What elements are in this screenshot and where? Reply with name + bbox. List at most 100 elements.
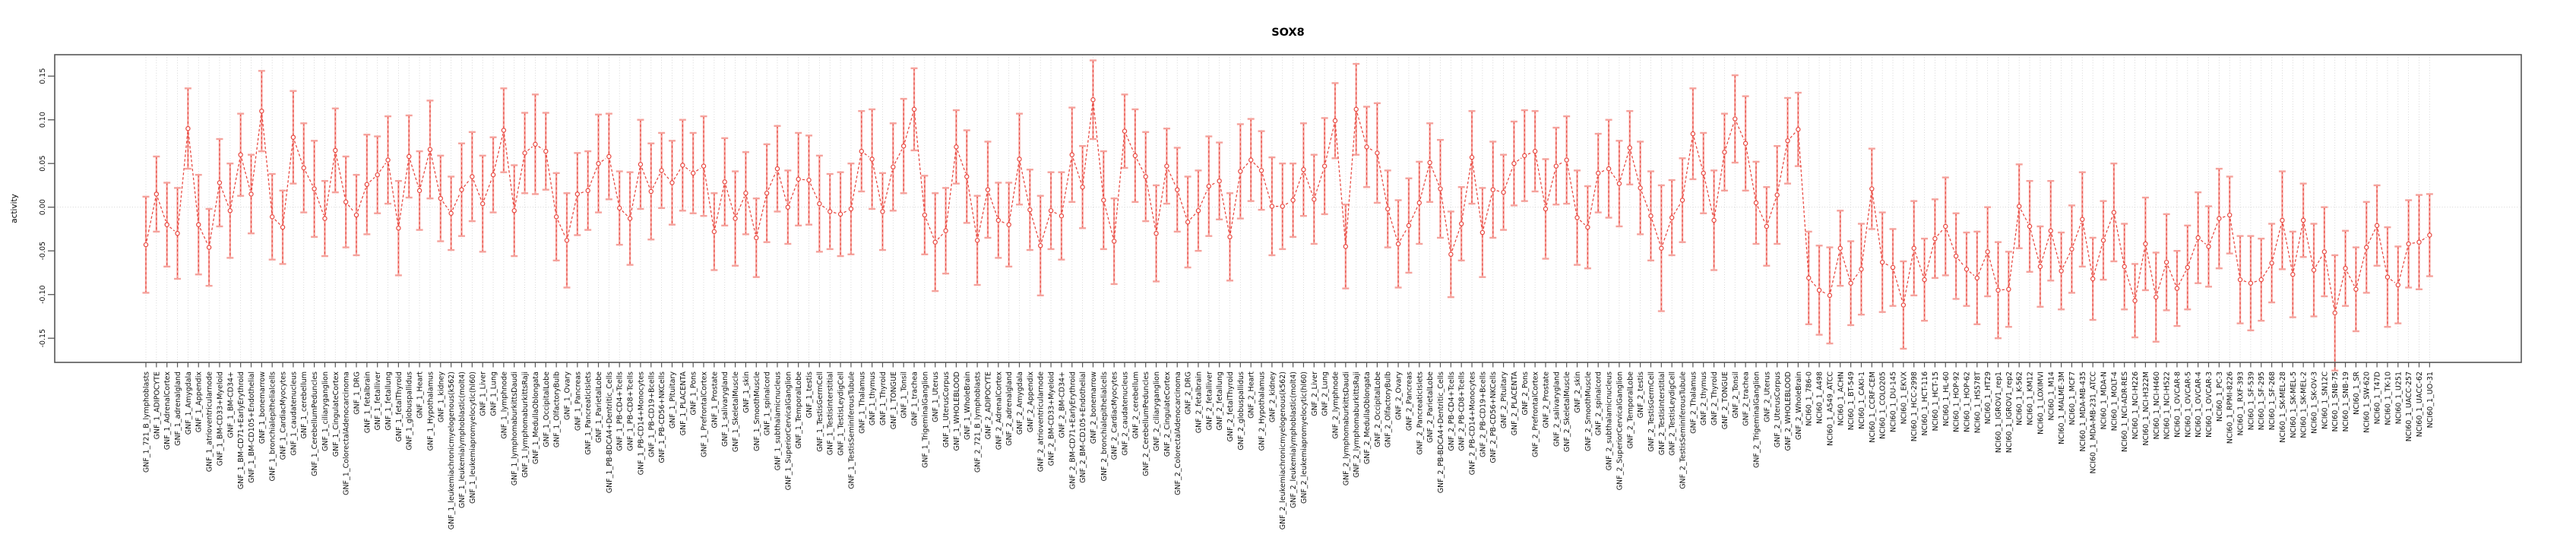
data-point [1659, 245, 1664, 251]
series-segment [1777, 144, 1788, 191]
data-point [2406, 241, 2411, 247]
x-tick-label: GNF_2_Lung [1321, 372, 1330, 416]
data-point [1774, 192, 1780, 198]
series-segment [903, 112, 914, 143]
x-tick-label: GNF_1_ParietalLobe [595, 372, 603, 443]
data-point [911, 106, 917, 112]
data-point [596, 160, 601, 166]
x-tick-label: GNF_1_TestisSeminiferousTubule [847, 372, 856, 489]
x-tick-label: GNF_2_PrefrontalCortex [1532, 372, 1540, 457]
x-tick-label: GNF_1_PancreaticIslets [584, 372, 593, 455]
series-segment [209, 186, 220, 244]
x-tick-label: NCI60_1_MALME-3M [2058, 372, 2066, 444]
data-point [1416, 200, 1422, 206]
series-segment [2229, 218, 2240, 277]
data-point [638, 162, 644, 167]
data-point [1101, 198, 1106, 203]
series-segment [293, 141, 303, 165]
series-segment [736, 196, 745, 216]
series-segment [1673, 203, 1681, 215]
data-point [1038, 243, 1043, 248]
x-tick-label: NCI60_1_HT29 [1984, 372, 1992, 424]
series-segment [1566, 163, 1578, 214]
x-tick-label: GNF_2_trachea [1742, 372, 1751, 426]
x-tick-label: GNF_2_CerebellumPeduncles [1142, 372, 1150, 476]
data-point [290, 134, 296, 140]
data-point [479, 201, 486, 207]
series-segment [188, 132, 199, 221]
x-tick-label: NCI60_1_MDA-MB-231_ATCC [2090, 372, 2098, 474]
data-point [2154, 294, 2159, 300]
x-tick-label: GNF_1_PB-BDCA4+Dentritic_Cells [606, 372, 614, 493]
x-tick-label: GNF_2_Thyroid [1710, 372, 1719, 425]
series-segment [1103, 204, 1114, 238]
data-point [1479, 229, 1486, 236]
data-point [796, 176, 801, 182]
data-point [1616, 181, 1622, 186]
x-tick-label: NCI60_1_SR [2353, 372, 2361, 415]
data-point [1332, 118, 1338, 124]
series-segment [1356, 112, 1366, 144]
x-tick-label: NCI60_1_COLO205 [1879, 372, 1888, 439]
data-point [1816, 287, 1822, 293]
data-point [248, 191, 254, 197]
data-point [1522, 153, 1527, 159]
data-point [364, 182, 370, 187]
series-segment [2390, 279, 2396, 283]
series-segment [2335, 271, 2346, 310]
data-point [2143, 241, 2148, 247]
data-point [1185, 220, 1191, 225]
data-point [533, 141, 538, 147]
x-tick-label: GNF_2_bonemarrow [1090, 372, 1098, 444]
data-point [985, 187, 991, 192]
x-tick-label: NCI60_1_HOP-92 [1953, 372, 1961, 432]
data-point [722, 179, 727, 185]
data-point [1869, 186, 1875, 191]
series-segment [452, 193, 461, 210]
series-segment [2412, 242, 2416, 244]
data-point [585, 188, 590, 194]
series-segment [821, 205, 828, 210]
series-segment [2272, 223, 2282, 260]
data-point [2332, 310, 2337, 316]
x-tick-label: GNF_1_BM-CD71+EarlyErythroid [237, 372, 245, 489]
x-tick-label: GNF_1_thymus [869, 372, 877, 425]
data-point [2017, 204, 2022, 209]
series-segment [1145, 180, 1157, 230]
data-point [900, 143, 907, 149]
x-tick-label: GNF_1_PB-CD8+Tcells [627, 372, 635, 451]
x-tick-label: GNF_2_atrioventricularnode [1037, 372, 1046, 472]
series-segment [2254, 280, 2258, 283]
x-tick-label: NCI60_1_SN12C [2321, 372, 2329, 429]
series-segment [1219, 184, 1230, 234]
series-segment [398, 160, 410, 225]
series-segment [1988, 255, 1998, 287]
data-point [1501, 189, 1506, 195]
x-tick-label: GNF_2_Prostate [1542, 372, 1550, 428]
data-point [1995, 287, 2001, 293]
data-point [1911, 245, 1916, 251]
x-tick-label: NCI60_1_SK-MEL-2 [2300, 372, 2309, 438]
data-point [648, 188, 653, 194]
x-tick-label: GNF_1_PLACENTA [679, 372, 688, 436]
x-tick-label: GNF_1_BM-CD34+ [226, 372, 235, 438]
x-tick-label: GNF_1_WholeBrain [964, 372, 972, 440]
data-point [1406, 223, 1412, 229]
x-tick-label: GNF_2_globuspallidus [1237, 372, 1245, 451]
data-point [2090, 276, 2096, 282]
series-segment [581, 191, 585, 194]
data-point [1669, 215, 1675, 220]
x-tick-label: NCI60_1_SK-MEL-5 [2290, 372, 2298, 438]
data-point [196, 222, 201, 227]
series-segment [1419, 166, 1429, 200]
data-point [1733, 116, 1738, 122]
x-tick-label: NCI60_1_HCC-2998 [1910, 372, 1919, 441]
x-tick-label: GNF_1_OlfactoryBulb [553, 372, 562, 447]
x-tick-label: NCI60_1_CCRF-CEM [1869, 372, 1877, 443]
data-point [764, 191, 770, 196]
data-point [891, 164, 896, 169]
series-segment [937, 232, 944, 240]
x-tick-label: GNF_2_SkeletalMuscle [1563, 372, 1571, 452]
data-point [490, 172, 496, 178]
x-tick-label: GNF_2_spinalcord [1595, 372, 1603, 435]
